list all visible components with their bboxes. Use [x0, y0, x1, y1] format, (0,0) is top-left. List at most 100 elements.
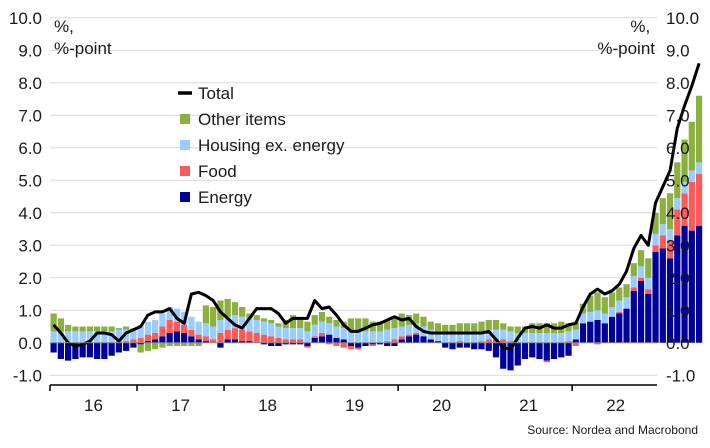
bar-food — [398, 336, 405, 340]
bar-other — [449, 324, 456, 333]
bar-energy — [579, 323, 587, 343]
bar-housing — [355, 331, 362, 343]
bar-other — [413, 313, 420, 324]
bar-energy — [268, 342, 275, 346]
bar-other — [362, 318, 369, 332]
bar-housing — [376, 331, 384, 343]
bar-other — [275, 323, 282, 327]
bar-food — [304, 346, 311, 348]
x-tick-label: 20 — [432, 396, 451, 415]
bar-food — [413, 333, 420, 335]
bar-housing — [152, 320, 159, 333]
source-note: Source: Nordea and Macrobond — [527, 423, 698, 437]
bar-food — [681, 193, 688, 226]
bar-housing — [449, 333, 456, 343]
bar-housing — [202, 323, 210, 337]
legend-label-total: Total — [198, 84, 234, 103]
bar-energy — [275, 342, 282, 346]
bar-housing — [210, 326, 217, 340]
bar-other — [311, 315, 318, 325]
bar-other — [318, 311, 326, 322]
bar-energy — [355, 342, 362, 348]
y-tick-label-right: 5.0 — [666, 171, 690, 190]
y-tick-label-right: 1.0 — [666, 301, 690, 320]
bar-food — [231, 328, 239, 340]
bar-housing — [137, 324, 144, 338]
bar-food — [405, 334, 413, 337]
bar-energy — [144, 341, 152, 343]
bar-energy — [137, 342, 144, 345]
bar-energy — [166, 333, 173, 343]
bar-energy — [108, 342, 115, 356]
x-tick-label: 17 — [171, 396, 190, 415]
bar-food — [652, 245, 659, 252]
bar-other — [594, 292, 601, 311]
bar-housing — [282, 328, 289, 340]
bar-other — [101, 326, 108, 332]
bar-other — [492, 320, 500, 330]
bar-food — [340, 342, 347, 348]
legend-swatch-food — [180, 166, 190, 176]
bar-housing — [558, 333, 565, 343]
bar-housing — [572, 329, 579, 340]
bar-energy — [471, 342, 478, 350]
bar-energy — [413, 334, 420, 343]
bar-other — [224, 298, 231, 317]
bar-energy — [645, 294, 652, 343]
bar-energy — [572, 339, 579, 343]
bar-food — [543, 360, 550, 363]
bar-other — [485, 320, 492, 330]
bar-food — [217, 333, 224, 343]
bar-housing — [86, 331, 94, 343]
bar-other — [137, 344, 144, 353]
bar-housing — [507, 331, 514, 342]
unit-label-left-line2: %-point — [54, 39, 112, 58]
bar-food — [688, 181, 695, 231]
bar-energy — [536, 342, 543, 359]
bar-other — [601, 297, 608, 314]
bar-other — [144, 342, 152, 351]
bar-other — [688, 121, 695, 171]
bar-other — [630, 263, 637, 277]
bar-housing — [188, 316, 195, 330]
bar-energy — [427, 339, 434, 343]
bar-housing — [144, 321, 152, 335]
bar-housing — [442, 333, 449, 343]
bar-housing — [311, 324, 318, 337]
bar-food — [289, 339, 297, 343]
bar-other — [65, 324, 72, 332]
y-tick-label-left: -1.0 — [13, 366, 42, 385]
bar-energy — [420, 336, 427, 343]
bar-other — [253, 315, 260, 320]
bar-food — [594, 342, 601, 345]
bar-other — [355, 318, 362, 332]
bar-housing — [246, 318, 253, 332]
bar-energy — [159, 336, 166, 343]
bar-food — [572, 342, 579, 346]
y-axis-left-ticks: 10.0 9.0 8.0 7.0 6.0 5.0 4.0 3.0 2.0 1.0 0.0 -1.0 — [9, 9, 42, 386]
bar-food — [239, 329, 246, 342]
bar-food — [311, 336, 318, 338]
bar-other — [456, 323, 463, 332]
y-tick-label-right: 2.0 — [666, 269, 690, 288]
x-tick-label: 19 — [345, 396, 364, 415]
bar-food — [210, 339, 217, 343]
bar-energy — [326, 334, 333, 343]
bar-other — [572, 321, 579, 330]
unit-label-left: %, %-point — [54, 17, 112, 58]
bar-other — [173, 342, 181, 346]
bar-other — [376, 321, 384, 332]
bar-energy — [623, 308, 630, 343]
bar-housing — [623, 297, 630, 309]
bar-energy — [463, 342, 471, 348]
bar-housing — [224, 316, 231, 330]
x-tick-label: 18 — [258, 396, 277, 415]
y-tick-label-right: 9.0 — [666, 41, 690, 60]
y-tick-label-left: 3.0 — [18, 236, 42, 255]
bar-food — [355, 347, 362, 350]
bar-other — [289, 315, 297, 329]
bar-other — [57, 318, 64, 332]
bar-other — [391, 318, 398, 329]
bar-housing — [195, 321, 202, 335]
